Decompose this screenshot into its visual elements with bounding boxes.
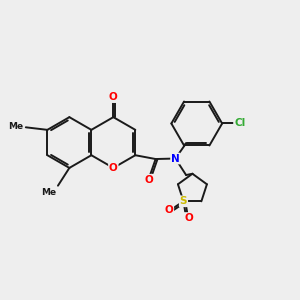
Text: Cl: Cl <box>234 118 245 128</box>
Text: S: S <box>180 196 187 206</box>
Text: O: O <box>109 92 118 102</box>
Text: Me: Me <box>41 188 56 197</box>
Text: Me: Me <box>9 122 24 131</box>
Text: O: O <box>109 163 118 173</box>
Text: O: O <box>164 205 173 215</box>
Text: O: O <box>184 213 193 223</box>
Text: N: N <box>171 154 180 164</box>
Text: O: O <box>145 175 154 185</box>
